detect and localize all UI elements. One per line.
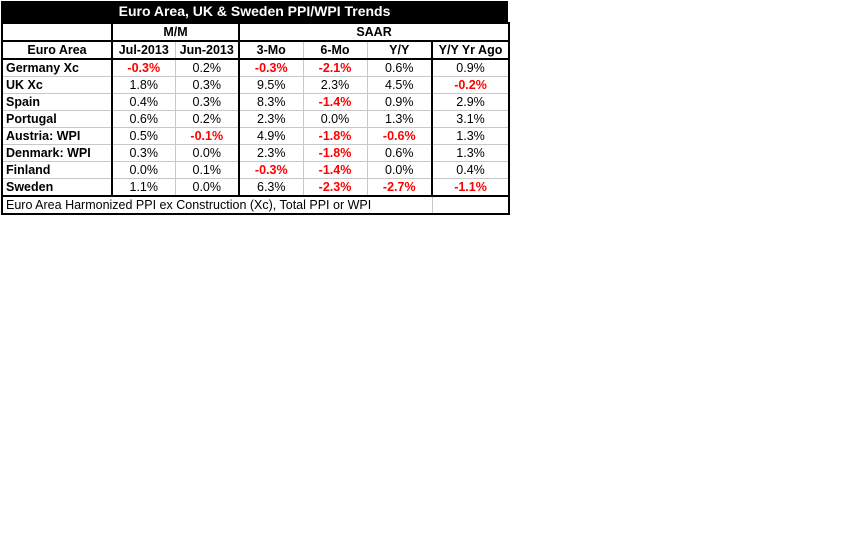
cell-yy: -2.7% xyxy=(367,178,433,197)
table-row: Spain 0.4% 0.3% 8.3% -1.4% 0.9% 2.9% xyxy=(1,93,511,111)
table-row: Finland 0.0% 0.1% -0.3% -1.4% 0.0% 0.4% xyxy=(1,161,511,179)
column-header-jun-2013: Jun-2013 xyxy=(175,40,240,60)
cell-yy-yr-ago: 1.3% xyxy=(430,144,511,162)
column-header-yy-yr-ago: Y/Y Yr Ago xyxy=(430,40,511,60)
cell-yy-yr-ago: 0.9% xyxy=(430,59,511,77)
cell-6-mo: -1.8% xyxy=(303,127,368,145)
cell-6-mo: -2.1% xyxy=(303,59,368,77)
cell-yy-yr-ago: 2.9% xyxy=(430,93,511,111)
row-label: Portugal xyxy=(1,110,113,128)
row-label: Spain xyxy=(1,93,113,111)
cell-jul-2013: 0.5% xyxy=(111,127,176,145)
cell-3-mo: 4.9% xyxy=(238,127,304,145)
table-row: Denmark: WPI 0.3% 0.0% 2.3% -1.8% 0.6% 1.3% xyxy=(1,144,511,162)
footnote-row: Euro Area Harmonized PPI ex Construction… xyxy=(1,196,511,215)
footnote: Euro Area Harmonized PPI ex Construction… xyxy=(1,196,433,215)
cell-jun-2013: 0.3% xyxy=(175,76,240,94)
cell-6-mo: -1.8% xyxy=(303,144,368,162)
group-header-saar: SAAR xyxy=(237,22,511,42)
row-label: Finland xyxy=(1,161,113,179)
column-header-euro-area: Euro Area xyxy=(1,40,113,60)
cell-jul-2013: -0.3% xyxy=(111,59,176,77)
cell-6-mo: -1.4% xyxy=(303,161,368,179)
table-row: Portugal 0.6% 0.2% 2.3% 0.0% 1.3% 3.1% xyxy=(1,110,511,128)
table-row: Germany Xc -0.3% 0.2% -0.3% -2.1% 0.6% 0.9% xyxy=(1,59,511,77)
row-label: Denmark: WPI xyxy=(1,144,113,162)
row-label: Germany Xc xyxy=(1,59,113,77)
cell-yy: 1.3% xyxy=(367,110,433,128)
table-title: Euro Area, UK & Sweden PPI/WPI Trends xyxy=(1,1,508,22)
row-label: UK Xc xyxy=(1,76,113,94)
table-row: Sweden 1.1% 0.0% 6.3% -2.3% -2.7% -1.1% xyxy=(1,178,511,197)
cell-3-mo: 6.3% xyxy=(238,178,304,197)
footnote-blank-cell xyxy=(432,196,511,215)
cell-jun-2013: 0.2% xyxy=(175,110,240,128)
cell-3-mo: 8.3% xyxy=(238,93,304,111)
cell-yy: 0.9% xyxy=(367,93,433,111)
row-label: Austria: WPI xyxy=(1,127,113,145)
cell-yy: 4.5% xyxy=(367,76,433,94)
column-header-3-mo: 3-Mo xyxy=(238,40,304,60)
cell-yy: -0.6% xyxy=(367,127,433,145)
cell-3-mo: 2.3% xyxy=(238,110,304,128)
cell-jun-2013: 0.2% xyxy=(175,59,240,77)
cell-yy: 0.6% xyxy=(367,59,433,77)
cell-6-mo: -2.3% xyxy=(303,178,368,197)
cell-jun-2013: 0.3% xyxy=(175,93,240,111)
cell-jul-2013: 0.4% xyxy=(111,93,176,111)
cell-6-mo: 0.0% xyxy=(303,110,368,128)
table-row: Austria: WPI 0.5% -0.1% 4.9% -1.8% -0.6% 1.3% xyxy=(1,127,511,145)
group-header-row: M/M SAAR xyxy=(1,22,511,42)
cell-6-mo: 2.3% xyxy=(303,76,368,94)
cell-jul-2013: 0.6% xyxy=(111,110,176,128)
group-header-blank xyxy=(1,22,113,42)
cell-3-mo: 9.5% xyxy=(238,76,304,94)
cell-jul-2013: 0.0% xyxy=(111,161,176,179)
column-header-yy: Y/Y xyxy=(367,40,433,60)
ppi-table: M/M SAAR Euro Area Jul-2013 Jun-2013 3-Mo 6-… xyxy=(1,22,511,215)
cell-jun-2013: -0.1% xyxy=(175,127,240,145)
cell-6-mo: -1.4% xyxy=(303,93,368,111)
cell-jul-2013: 0.3% xyxy=(111,144,176,162)
column-header-6-mo: 6-Mo xyxy=(303,40,368,60)
cell-jul-2013: 1.8% xyxy=(111,76,176,94)
cell-yy-yr-ago: -1.1% xyxy=(430,178,511,197)
cell-jul-2013: 1.1% xyxy=(111,178,176,197)
column-header-row: Euro Area Jul-2013 Jun-2013 3-Mo 6-Mo Y/Y Y/Y … xyxy=(1,40,511,60)
cell-jun-2013: 0.1% xyxy=(175,161,240,179)
cell-yy: 0.6% xyxy=(367,144,433,162)
cell-yy-yr-ago: 3.1% xyxy=(430,110,511,128)
cell-jun-2013: 0.0% xyxy=(175,144,240,162)
cell-3-mo: -0.3% xyxy=(238,161,304,179)
ppi-trends-sheet: Euro Area, UK & Sweden PPI/WPI Trends M/… xyxy=(1,1,511,215)
cell-yy-yr-ago: 0.4% xyxy=(430,161,511,179)
group-header-mm: M/M xyxy=(111,22,240,42)
cell-3-mo: -0.3% xyxy=(238,59,304,77)
column-header-jul-2013: Jul-2013 xyxy=(111,40,176,60)
cell-yy: 0.0% xyxy=(367,161,433,179)
cell-3-mo: 2.3% xyxy=(238,144,304,162)
cell-yy-yr-ago: -0.2% xyxy=(430,76,511,94)
cell-jun-2013: 0.0% xyxy=(175,178,240,197)
cell-yy-yr-ago: 1.3% xyxy=(430,127,511,145)
row-label: Sweden xyxy=(1,178,113,197)
table-row: UK Xc 1.8% 0.3% 9.5% 2.3% 4.5% -0.2% xyxy=(1,76,511,94)
